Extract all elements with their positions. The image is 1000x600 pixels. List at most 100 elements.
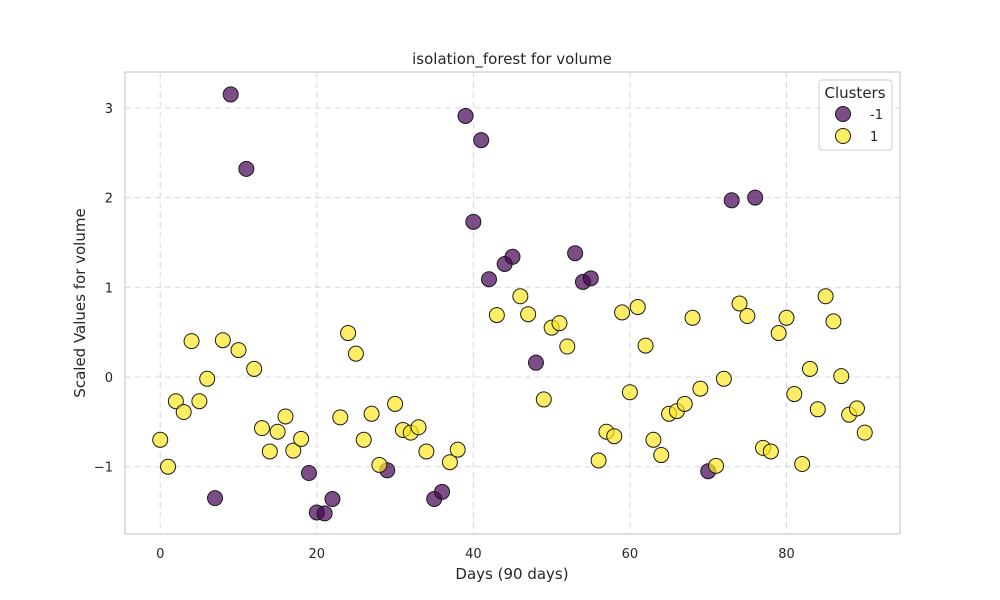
data-point-cluster-neg1 bbox=[222, 86, 239, 103]
data-point-cluster-1 bbox=[614, 304, 631, 321]
data-point-cluster-1 bbox=[676, 395, 693, 412]
data-point-cluster-1 bbox=[214, 332, 231, 349]
data-point-cluster-1 bbox=[488, 307, 505, 324]
data-point-cluster-1 bbox=[645, 431, 662, 448]
data-point-cluster-1 bbox=[371, 456, 388, 473]
data-point-cluster-neg1 bbox=[457, 107, 474, 124]
data-point-cluster-1 bbox=[559, 338, 576, 355]
data-point-cluster-1 bbox=[708, 457, 725, 474]
x-tick-label: 80 bbox=[778, 547, 795, 562]
data-point-cluster-1 bbox=[191, 393, 208, 410]
data-point-cluster-1 bbox=[175, 403, 192, 420]
data-point-cluster-neg1 bbox=[465, 213, 482, 230]
data-point-cluster-1 bbox=[410, 419, 427, 436]
data-point-cluster-1 bbox=[629, 299, 646, 316]
data-point-cluster-1 bbox=[848, 400, 865, 417]
data-point-cluster-1 bbox=[606, 428, 623, 445]
data-point-cluster-1 bbox=[833, 368, 850, 385]
data-point-cluster-1 bbox=[285, 442, 302, 459]
data-point-cluster-1 bbox=[825, 313, 842, 330]
legend-marker-cluster-neg1 bbox=[835, 106, 851, 122]
data-point-cluster-1 bbox=[355, 431, 372, 448]
data-point-cluster-1 bbox=[684, 309, 701, 326]
data-point-cluster-1 bbox=[449, 441, 466, 458]
data-point-cluster-1 bbox=[551, 315, 568, 332]
data-point-cluster-neg1 bbox=[324, 491, 341, 508]
data-point-cluster-1 bbox=[653, 447, 670, 464]
y-tick-label: 2 bbox=[105, 192, 113, 207]
data-point-cluster-neg1 bbox=[207, 490, 224, 507]
data-point-cluster-1 bbox=[293, 430, 310, 447]
legend-marker-cluster-1 bbox=[835, 128, 851, 144]
legend-label-cluster-neg1: -1 bbox=[870, 108, 883, 123]
chart-title: isolation_forest for volume bbox=[412, 50, 612, 69]
data-point-cluster-1 bbox=[856, 424, 873, 441]
data-point-cluster-neg1 bbox=[527, 354, 544, 371]
data-point-cluster-1 bbox=[801, 360, 818, 377]
data-point-cluster-1 bbox=[441, 454, 458, 471]
data-point-cluster-1 bbox=[535, 391, 552, 408]
data-point-cluster-neg1 bbox=[481, 271, 498, 288]
grid bbox=[125, 72, 900, 534]
data-point-cluster-1 bbox=[794, 456, 811, 473]
x-axis-label: Days (90 days) bbox=[455, 565, 568, 583]
data-point-cluster-neg1 bbox=[473, 132, 490, 149]
data-point-cluster-1 bbox=[418, 443, 435, 460]
data-point-cluster-1 bbox=[739, 308, 756, 325]
data-point-cluster-neg1 bbox=[300, 464, 317, 481]
data-point-cluster-1 bbox=[692, 380, 709, 397]
data-point-cluster-1 bbox=[160, 458, 177, 475]
data-point-cluster-1 bbox=[167, 393, 184, 410]
x-tick-label: 60 bbox=[622, 547, 639, 562]
data-point-cluster-neg1 bbox=[504, 248, 521, 265]
data-point-cluster-1 bbox=[230, 342, 247, 359]
legend-label-cluster-1: 1 bbox=[870, 130, 878, 145]
data-point-cluster-1 bbox=[621, 384, 638, 401]
data-point-cluster-1 bbox=[770, 325, 787, 342]
data-point-cluster-1 bbox=[731, 295, 748, 312]
data-point-cluster-1 bbox=[152, 431, 169, 448]
x-tick-labels: 0 20 40 60 80 bbox=[156, 547, 795, 562]
data-point-cluster-1 bbox=[520, 306, 537, 323]
data-point-cluster-neg1 bbox=[723, 192, 740, 209]
data-points bbox=[152, 86, 873, 522]
data-point-cluster-1 bbox=[269, 423, 286, 440]
plot-frame bbox=[124, 71, 901, 535]
y-tick-label: 1 bbox=[105, 281, 113, 296]
data-point-cluster-1 bbox=[637, 337, 654, 354]
legend-title: Clusters bbox=[824, 84, 885, 102]
data-point-cluster-neg1 bbox=[316, 505, 333, 522]
x-tick-label: 0 bbox=[156, 547, 164, 562]
y-axis-label: Scaled Values for volume bbox=[71, 208, 89, 397]
data-point-cluster-1 bbox=[246, 360, 263, 377]
y-tick-label: −1 bbox=[94, 461, 113, 476]
data-point-cluster-1 bbox=[387, 395, 404, 412]
data-point-cluster-1 bbox=[817, 288, 834, 305]
data-point-cluster-neg1 bbox=[747, 189, 764, 206]
data-point-cluster-1 bbox=[332, 409, 349, 426]
data-point-cluster-1 bbox=[340, 325, 357, 342]
data-point-cluster-1 bbox=[512, 288, 529, 305]
legend: Clusters -1 1 bbox=[818, 79, 893, 151]
data-point-cluster-1 bbox=[778, 309, 795, 326]
data-point-cluster-1 bbox=[277, 408, 294, 425]
data-point-cluster-1 bbox=[253, 420, 270, 437]
data-point-cluster-1 bbox=[363, 405, 380, 422]
data-point-cluster-neg1 bbox=[434, 483, 451, 500]
data-point-cluster-1 bbox=[590, 452, 607, 469]
data-point-cluster-1 bbox=[715, 370, 732, 387]
data-point-cluster-1 bbox=[261, 443, 278, 460]
data-point-cluster-1 bbox=[809, 401, 826, 418]
data-point-cluster-neg1 bbox=[567, 245, 584, 262]
data-point-cluster-1 bbox=[199, 370, 216, 387]
y-tick-label: 0 bbox=[105, 371, 113, 386]
y-tick-label: 3 bbox=[105, 102, 113, 117]
data-point-cluster-1 bbox=[183, 333, 200, 350]
data-point-cluster-1 bbox=[786, 386, 803, 403]
data-point-cluster-1 bbox=[762, 443, 779, 460]
x-tick-label: 20 bbox=[309, 547, 326, 562]
x-tick-label: 40 bbox=[465, 547, 482, 562]
data-point-cluster-neg1 bbox=[238, 160, 255, 177]
data-point-cluster-1 bbox=[347, 345, 364, 362]
